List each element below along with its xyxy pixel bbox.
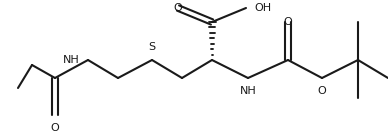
Text: NH: NH (63, 55, 80, 65)
Text: O: O (318, 86, 326, 96)
Text: NH: NH (240, 86, 256, 96)
Text: O: O (50, 123, 59, 133)
Text: OH: OH (254, 3, 271, 13)
Text: O: O (284, 17, 293, 27)
Text: S: S (149, 42, 156, 52)
Text: O: O (173, 3, 182, 13)
